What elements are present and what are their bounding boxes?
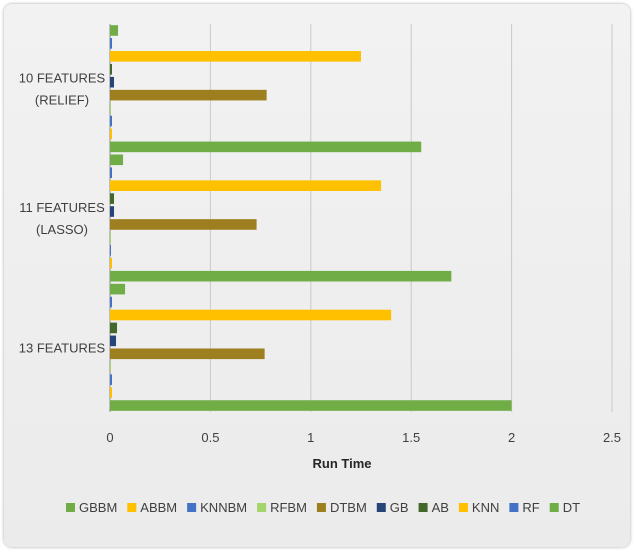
x-tick-label: 1 [307, 430, 314, 445]
x-axis-title: Run Time [313, 456, 372, 471]
legend-swatch [376, 503, 386, 512]
legend-label: RF [522, 500, 539, 515]
legend-swatch [316, 503, 326, 512]
bar-dt-1 [110, 25, 119, 36]
bar-ab-2 [110, 193, 115, 204]
axes: 0 0.5 1 1.5 2 2.5 10 FEATURES (RELIEF) 11 FEATUR… [19, 71, 621, 445]
chart-card: 0 0.5 1 1.5 2 2.5 10 FEATURES (RELIEF) 11 FEATUR… [4, 4, 630, 547]
x-tick-label: 2 [508, 430, 515, 445]
bar-abbm-2 [110, 257, 113, 269]
legend-swatch [187, 503, 197, 512]
bar-knnbm-1 [110, 115, 113, 127]
bar-dtbm-2 [110, 219, 257, 230]
legend: GBBM ABBM KNNBM RFBM DTBM GB AB KNN RF DT [66, 500, 580, 515]
legend-label: AB [432, 500, 449, 515]
legend-label: DT [563, 500, 580, 515]
bar-knnbm-2 [110, 245, 112, 256]
bar-dt-2 [110, 154, 124, 166]
bar-knn-2 [110, 180, 382, 191]
bar-gb-1 [110, 76, 115, 88]
bar-knn-3 [110, 309, 392, 321]
bar-rf-1 [110, 38, 113, 49]
bars [110, 25, 512, 411]
bar-knnbm-3 [110, 374, 113, 385]
legend-swatch [549, 503, 559, 512]
bar-gbbm-2 [110, 270, 452, 282]
legend-swatch [127, 503, 137, 512]
category-label: (RELIEF) [35, 93, 89, 108]
category-label: 10 FEATURES [19, 71, 106, 86]
bar-abbm-3 [110, 387, 113, 398]
bar-knn-1 [110, 51, 361, 62]
legend-swatch [66, 503, 75, 512]
bar-gbbm-1 [110, 141, 422, 153]
bar-rfbm-1 [110, 102, 112, 114]
legend-label: KNN [472, 500, 499, 515]
legend-swatch [458, 503, 468, 512]
category-label: 11 FEATURES [19, 200, 105, 215]
bar-ab-3 [110, 322, 118, 334]
bar-ab-1 [110, 63, 113, 75]
bar-rf-2 [110, 167, 113, 179]
legend-swatch [509, 503, 519, 512]
bar-dtbm-3 [110, 348, 265, 360]
bar-chart: 0 0.5 1 1.5 2 2.5 10 FEATURES (RELIEF) 11 FEATUR… [19, 24, 621, 515]
legend-label: KNNBM [200, 500, 247, 515]
legend-label: DTBM [330, 500, 367, 515]
legend-label: GBBM [79, 500, 117, 515]
bar-dt-3 [110, 283, 126, 295]
legend-label: ABBM [140, 500, 177, 515]
bar-gbbm-3 [110, 400, 512, 411]
gridlines [109, 24, 613, 412]
x-tick-label: 0.5 [201, 430, 219, 445]
legend-swatch [257, 503, 267, 512]
x-tick-label: 1.5 [402, 430, 420, 445]
category-label: (LASSO) [36, 222, 88, 237]
bar-rfbm-3 [110, 361, 112, 373]
x-tick-label: 0 [106, 430, 113, 445]
bar-abbm-1 [110, 128, 113, 140]
bar-gb-2 [110, 206, 115, 217]
bar-gb-3 [110, 335, 117, 347]
category-label: 13 FEATURES [19, 340, 106, 355]
bar-rfbm-2 [110, 232, 112, 243]
legend-label: RFBM [270, 500, 307, 515]
bar-dtbm-1 [110, 89, 267, 101]
legend-swatch [418, 503, 428, 512]
legend-label: GB [390, 500, 409, 515]
bar-rf-3 [110, 296, 113, 308]
x-tick-label: 2.5 [603, 430, 621, 445]
